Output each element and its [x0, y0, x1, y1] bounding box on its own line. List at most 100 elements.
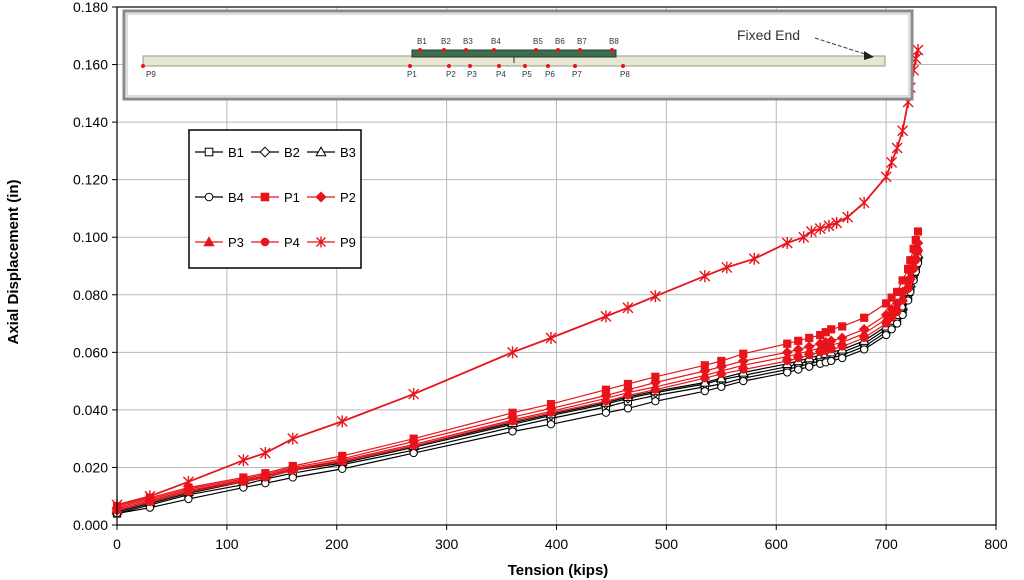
data-point — [887, 293, 896, 302]
data-point — [911, 256, 920, 265]
inset-gauge-label: B6 — [555, 37, 565, 46]
inset-gauge-label: P4 — [496, 70, 506, 79]
data-point — [748, 252, 760, 265]
data-point — [287, 432, 299, 445]
inset-gauge-dot — [492, 48, 496, 52]
data-point — [203, 236, 215, 247]
data-point — [623, 391, 633, 400]
data-point — [913, 227, 923, 236]
fixed-end-arrowhead — [864, 51, 874, 60]
data-point — [651, 385, 660, 394]
inset-gauge-label: P8 — [620, 70, 630, 79]
inset-gauge-label: B4 — [491, 37, 501, 46]
data-point — [237, 454, 249, 467]
legend-item-p1: P1 — [251, 190, 300, 205]
data-point — [409, 448, 418, 458]
data-point — [882, 319, 891, 328]
data-point — [794, 353, 803, 363]
data-point — [827, 345, 836, 354]
inset-gauge-dot — [573, 64, 577, 68]
data-point — [700, 374, 709, 383]
data-point — [882, 299, 891, 308]
y-tick-label: 0.080 — [73, 287, 108, 303]
data-point — [600, 310, 612, 323]
x-tick-label: 0 — [113, 536, 121, 552]
inset-gauge-dot — [497, 64, 501, 68]
data-point — [721, 261, 733, 274]
legend-items: B1 B2 B3 B4 P1 P2 P3 P4 P9 — [195, 145, 356, 250]
inset-gauge-label: B3 — [463, 37, 473, 46]
legend-item-p3: P3 — [195, 235, 244, 250]
legend-item-b1: B1 — [195, 145, 244, 160]
y-axis-title: Axial Displacement (in) — [5, 179, 22, 344]
data-point — [783, 339, 792, 348]
data-point — [887, 313, 896, 322]
data-point — [831, 216, 843, 229]
x-tick-label: 700 — [874, 536, 898, 552]
data-point — [893, 307, 902, 317]
data-point — [794, 365, 803, 374]
data-point — [184, 487, 193, 497]
data-point — [260, 192, 270, 202]
series-p4 — [112, 247, 923, 515]
legend-label: B2 — [284, 145, 300, 160]
inset-gauge-dot — [464, 48, 468, 52]
data-point — [204, 147, 214, 157]
data-point — [860, 333, 869, 343]
data-point — [913, 247, 923, 256]
series-layer — [111, 44, 924, 518]
data-point — [338, 457, 347, 466]
data-point — [288, 466, 297, 475]
legend-item-p4: P4 — [251, 235, 300, 250]
data-point — [623, 404, 633, 413]
inset-gauge-labels: B1 B2 B3 B4 B5 B6 B7 B8 P9 P1 P2 P3 P4 P5 P6 P7 P8 — [141, 37, 630, 79]
data-point — [880, 170, 892, 183]
data-point — [838, 322, 847, 331]
data-point — [781, 236, 793, 249]
data-point — [316, 236, 326, 248]
data-point — [717, 382, 726, 391]
data-point — [887, 325, 896, 334]
legend-label: B3 — [340, 145, 356, 160]
data-point — [204, 192, 214, 202]
inset-gauge-dot — [621, 64, 625, 68]
y-tick-label: 0.000 — [73, 517, 108, 533]
data-point — [798, 231, 810, 244]
inset-gauge-dot — [534, 48, 538, 52]
fixed-end-arrow — [814, 37, 869, 56]
inset-gauge-label: B2 — [441, 37, 451, 46]
inset-diagram: Fixed End B1 B2 B3 B4 B5 B6 B7 B8 P9 P1 P2 P3 P4 P5 P6… — [122, 9, 914, 101]
inset-gauge-label: B5 — [533, 37, 543, 46]
inset-gauge-label: P7 — [572, 70, 582, 79]
inset-gauge-label: P3 — [467, 70, 477, 79]
data-point — [882, 330, 891, 340]
data-point — [601, 408, 611, 417]
data-point — [182, 475, 194, 488]
data-point — [315, 146, 327, 157]
legend-label: P4 — [284, 235, 300, 250]
y-tick-label: 0.160 — [73, 57, 108, 73]
data-point — [315, 191, 327, 203]
fixed-end-label: Fixed End — [737, 27, 800, 43]
data-point — [827, 325, 836, 334]
data-point — [783, 356, 792, 366]
data-point — [546, 420, 556, 429]
x-axis-title: Tension (kips) — [508, 562, 609, 579]
data-point — [805, 225, 817, 238]
data-point — [288, 473, 297, 482]
data-point — [860, 345, 869, 354]
data-point — [827, 356, 836, 366]
x-tick-label: 200 — [325, 536, 349, 552]
data-point — [893, 319, 902, 328]
x-tick-label: 800 — [984, 536, 1008, 552]
x-tick-label: 600 — [765, 536, 789, 552]
data-point — [699, 270, 711, 283]
data-point — [601, 397, 611, 406]
data-point — [909, 264, 918, 273]
data-point — [649, 290, 661, 303]
inset-gauge-label: P5 — [522, 70, 532, 79]
x-tick-label: 500 — [655, 536, 679, 552]
data-point — [408, 388, 420, 401]
data-point — [739, 365, 748, 374]
